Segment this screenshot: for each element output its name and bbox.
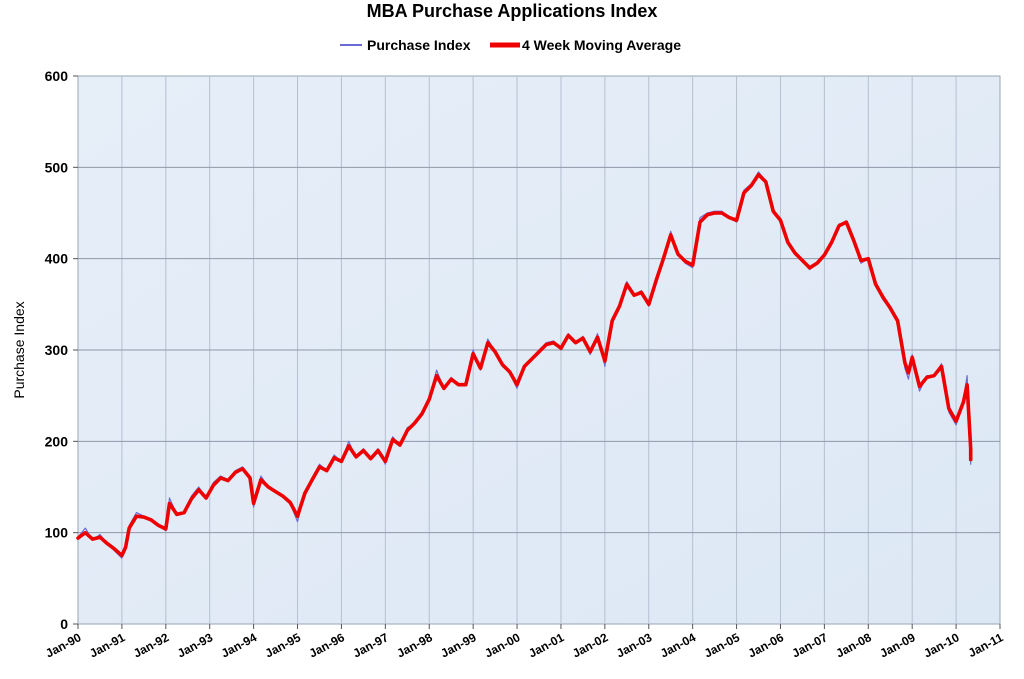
x-tick-label: Jan-98	[394, 630, 434, 660]
x-tick-label: Jan-05	[702, 630, 742, 660]
x-tick-label: Jan-00	[482, 630, 522, 660]
legend-label-purchase-index: Purchase Index	[367, 37, 471, 53]
legend: Purchase Index 4 Week Moving Average	[340, 37, 681, 53]
x-tick-label: Jan-92	[131, 630, 171, 660]
series-moving-average-line	[76, 172, 973, 558]
x-tick-label: Jan-11	[966, 630, 1006, 660]
x-tick-label: Jan-08	[834, 630, 874, 660]
y-tick-label: 100	[45, 525, 69, 541]
x-tick-label: Jan-10	[921, 630, 961, 660]
y-tick-label: 300	[45, 342, 69, 358]
x-tick-label: Jan-03	[614, 630, 654, 660]
x-tick-label: Jan-09	[877, 630, 917, 660]
chart-title: MBA Purchase Applications Index	[367, 1, 658, 21]
x-tick-label: Jan-06	[746, 630, 786, 660]
y-tick-label: 0	[60, 616, 68, 632]
x-axis-ticks: Jan-90 Jan-91 Jan-92 Jan-93 Jan-94 Jan-95 Jan-…	[43, 624, 1006, 661]
y-axis-label: Purchase Index	[11, 301, 27, 398]
y-tick-label: 600	[45, 68, 69, 84]
x-tick-label: Jan-95	[263, 630, 303, 660]
x-tick-label: Jan-93	[175, 630, 215, 660]
y-tick-label: 400	[45, 251, 69, 267]
x-tick-label: Jan-99	[438, 630, 478, 660]
x-tick-label: Jan-02	[570, 630, 610, 660]
y-tick-label: 200	[45, 433, 69, 449]
x-tick-label: Jan-90	[43, 630, 83, 660]
legend-label-moving-average: 4 Week Moving Average	[522, 37, 681, 53]
x-tick-label: Jan-97	[351, 630, 391, 660]
y-tick-label: 500	[45, 159, 69, 175]
x-tick-label: Jan-04	[658, 630, 698, 660]
x-tick-label: Jan-94	[219, 630, 259, 660]
x-tick-label: Jan-91	[87, 630, 127, 660]
x-tick-label: Jan-01	[526, 630, 566, 660]
series-layer	[76, 171, 973, 559]
y-axis-ticks: 0 100 200 300 400 500 600	[45, 68, 78, 632]
x-tick-label: Jan-07	[790, 630, 830, 660]
x-tick-label: Jan-96	[307, 630, 347, 660]
